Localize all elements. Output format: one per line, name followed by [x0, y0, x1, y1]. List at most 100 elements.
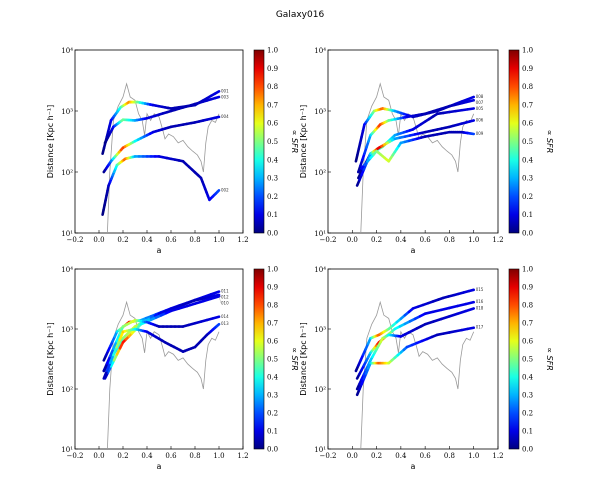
colorbar	[253, 49, 265, 234]
colorbar-tick-label: 0.8	[522, 302, 533, 310]
y-axis-label: Distance [Kpc h⁻¹]	[299, 105, 308, 179]
track-label: 017	[476, 325, 484, 330]
track-segment	[177, 304, 189, 310]
track-segment	[464, 300, 476, 306]
track-label: 009	[476, 131, 484, 136]
x-tick-label: 0.0	[347, 452, 358, 460]
x-tick-label: 0.0	[93, 236, 104, 244]
track-label: 007	[476, 100, 484, 105]
track-segment	[448, 312, 459, 318]
colorbar-label: ∝ SFR	[545, 347, 554, 371]
colorbar-tick-label: 0.6	[522, 120, 534, 128]
track-label: 008	[476, 94, 484, 99]
axes-frame	[327, 49, 499, 234]
colorbar-tick-label: 0.8	[522, 83, 533, 91]
colorbar-tick-label: 0.7	[267, 320, 278, 328]
x-axis-label: a	[411, 462, 416, 471]
y-tick-label: 10⁴	[314, 266, 326, 274]
track-segment	[115, 332, 122, 343]
x-tick-label: 0.8	[189, 236, 200, 244]
x-tick-label: 1.2	[237, 236, 248, 244]
track-segment	[213, 115, 221, 120]
x-axis-label: a	[157, 246, 162, 255]
subplot-2: −0.2 0.0 0.2 0.4 0.6 0.8 1.0 1.2 10¹ 10² 10³ 10⁴ a Di…	[299, 47, 554, 256]
y-axis-label: Distance [Kpc h⁻¹]	[46, 105, 55, 179]
track-label-leader	[218, 296, 222, 304]
colorbar	[508, 49, 520, 234]
colorbar-tick-label: 0.7	[522, 320, 533, 328]
figure-title: Galaxy016	[275, 10, 325, 20]
track-segment	[112, 340, 118, 351]
track-segment	[423, 310, 435, 315]
colorbar-tick-label: 0.9	[267, 284, 278, 292]
track-segment	[431, 317, 443, 323]
track-segment	[431, 308, 443, 314]
track-segment	[209, 295, 221, 301]
x-tick-label: 0.4	[395, 236, 407, 244]
track-label: 004	[221, 114, 229, 119]
track-017: 017	[355, 325, 484, 397]
y-axis-label: Distance [Kpc h⁻¹]	[46, 322, 55, 396]
colorbar-tick-label: 0.5	[522, 138, 533, 146]
y-tick-label: 10²	[61, 169, 73, 177]
x-tick-label: 0.4	[141, 236, 153, 244]
colorbar-tick-label: 0.1	[522, 211, 533, 219]
reference-line	[360, 82, 475, 234]
track-segment	[102, 369, 109, 380]
colorbar-tick-label: 0.4	[522, 374, 534, 382]
x-tick-label: 0.0	[93, 452, 104, 460]
colorbar-tick-label: 0.0	[267, 230, 278, 238]
colorbar-tick-label: 0.2	[267, 410, 278, 418]
colorbar-tick-label: 0.6	[267, 338, 279, 346]
colorbar-tick-label: 0.3	[267, 175, 278, 183]
colorbar-tick-label: 0.5	[267, 138, 278, 146]
track-label: 006	[476, 117, 484, 122]
track-013: 013	[102, 321, 229, 380]
track-segment	[466, 107, 476, 111]
reference-line	[360, 300, 475, 450]
x-tick-label: 1.2	[237, 452, 248, 460]
axes-frame	[327, 268, 499, 450]
x-tick-label: 0.6	[420, 236, 432, 244]
y-tick-label: 10¹	[314, 230, 326, 238]
track-segment	[105, 354, 112, 365]
colorbar-tick-label: 0.4	[522, 156, 534, 164]
track-segment	[211, 315, 221, 320]
track-segment	[213, 293, 221, 298]
x-tick-label: 1.0	[468, 452, 479, 460]
colorbar-tick-label: 0.2	[267, 193, 278, 201]
x-tick-label: −0.2	[67, 452, 84, 460]
track-segment	[467, 288, 476, 293]
track-segment	[105, 361, 112, 372]
x-tick-label: 0.8	[444, 236, 455, 244]
track-004: 004	[102, 114, 229, 174]
colorbar-tick-label: 0.2	[522, 193, 533, 201]
x-tick-label: 0.6	[165, 236, 177, 244]
x-tick-label: 0.2	[117, 452, 128, 460]
track-label: 011	[221, 289, 229, 294]
track-segment	[456, 302, 467, 308]
colorbar-tick-label: 1.0	[267, 47, 278, 55]
track-segment	[118, 330, 125, 341]
track-segment	[213, 90, 221, 95]
track-015: 015	[354, 287, 484, 373]
track-segment	[169, 307, 181, 313]
x-tick-label: 0.8	[444, 452, 455, 460]
track-009: 009	[357, 130, 484, 174]
colorbar-tick-label: 0.9	[522, 284, 533, 292]
x-tick-label: −0.2	[320, 452, 337, 460]
y-axis-label: Distance [Kpc h⁻¹]	[299, 322, 308, 396]
track-segment	[112, 346, 118, 357]
track-segment	[216, 189, 221, 194]
track-label: 015	[476, 287, 484, 292]
y-tick-label: 10²	[61, 386, 73, 394]
subplot-4: −0.2 0.0 0.2 0.4 0.6 0.8 1.0 1.2 10¹ 10² 10³ 10⁴ a Di…	[299, 266, 554, 472]
track-segment	[464, 307, 476, 313]
track-segment	[468, 98, 476, 103]
track-010: 010	[103, 295, 229, 380]
colorbar-tick-label: 0.2	[522, 410, 533, 418]
y-tick-label: 10³	[61, 108, 73, 116]
track-007: 007	[357, 98, 484, 174]
track-segment	[108, 353, 115, 365]
